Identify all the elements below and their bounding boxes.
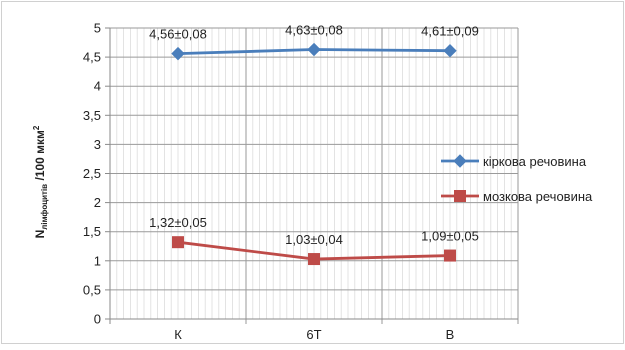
legend-marker — [453, 154, 467, 168]
data-point — [308, 253, 320, 266]
legend-marker — [454, 190, 466, 202]
x-tick-label: К — [174, 327, 182, 342]
legend-label: кіркова речовина — [483, 154, 587, 169]
data-label: 4,63±0,08 — [285, 23, 343, 38]
data-labels: 4,56±0,08 4,63±0,08 4,61±0,09 1,32±0,05 1,03… — [149, 23, 479, 248]
y-tick-label: 0,5 — [83, 282, 101, 297]
y-tick-label: 0 — [94, 312, 101, 327]
data-label: 4,56±0,08 — [149, 27, 207, 42]
data-label: 1,03±0,04 — [285, 232, 343, 247]
y-tick-label: 1 — [94, 253, 101, 268]
data-point — [171, 46, 185, 61]
x-tick-label: 6Т — [306, 327, 321, 342]
y-axis-label-main: N — [33, 230, 47, 239]
y-tick-label: 1,5 — [83, 224, 101, 239]
data-label: 1,32±0,05 — [149, 215, 207, 230]
x-tick-label: В — [446, 327, 455, 342]
y-axis-label-sup: 2 — [32, 125, 41, 130]
series-2 — [172, 236, 456, 266]
data-point — [444, 249, 456, 262]
data-label: 1,09±0,05 — [421, 229, 479, 244]
series-1 — [171, 42, 457, 61]
y-tick-label: 5 — [94, 21, 101, 36]
y-tick-label: 2 — [94, 195, 101, 210]
data-point — [307, 42, 321, 57]
legend-label: мозкова речовина — [483, 189, 593, 204]
y-axis-label: Nлімфоцитів /100 мкм2 — [32, 125, 49, 238]
data-point — [172, 236, 184, 249]
series — [171, 42, 457, 266]
data-point — [443, 43, 457, 58]
y-tick-label: 3 — [94, 137, 101, 152]
grid — [110, 27, 519, 324]
y-tick-label: 3,5 — [83, 108, 101, 123]
y-tick-label: 4,5 — [83, 50, 101, 65]
legend-item-1: кіркова речовина — [441, 154, 587, 169]
y-tick-label: 4 — [94, 79, 101, 94]
data-label: 4,61±0,09 — [421, 24, 479, 39]
legend: кіркова речовина мозкова речовина — [441, 154, 593, 204]
y-axis-label-tail: /100 мкм — [33, 130, 47, 184]
axes: 0 0,5 1 1,5 2 2,5 3 3,5 4 4,5 5 К 6Т В — [83, 21, 518, 342]
y-tick-label: 2,5 — [83, 166, 101, 181]
legend-item-2: мозкова речовина — [441, 189, 593, 204]
y-axis-label-sub: лімфоцитів — [40, 184, 49, 230]
chart-border — [1, 1, 624, 344]
